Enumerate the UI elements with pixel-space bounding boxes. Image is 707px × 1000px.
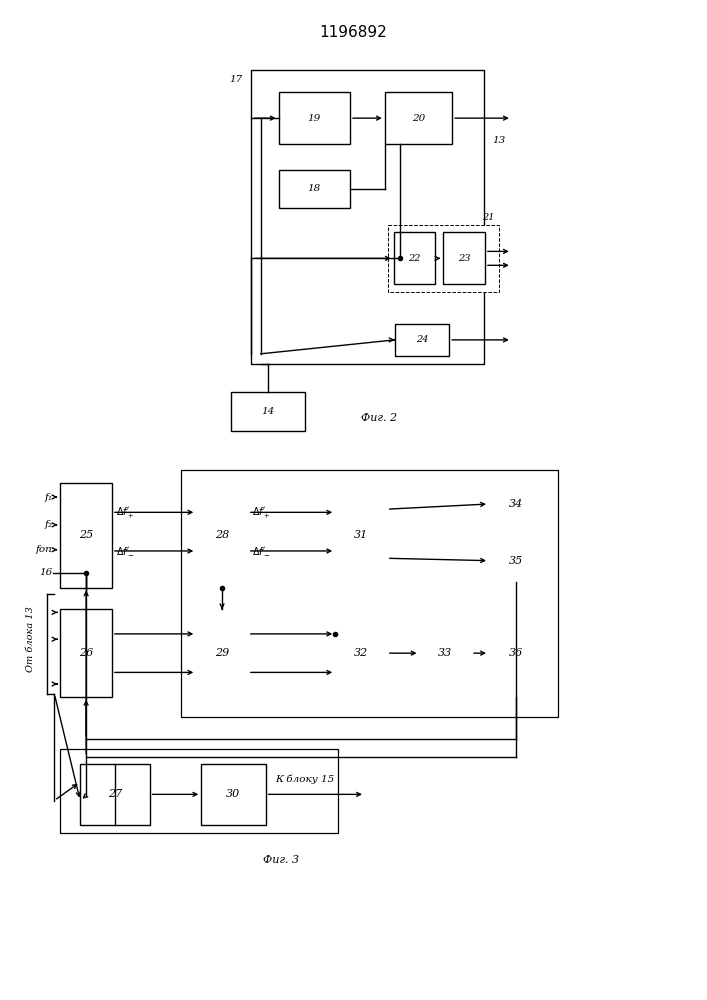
Bar (489, 609, 544, 697)
Text: 21: 21 (482, 213, 495, 222)
Bar (279, 92, 350, 144)
Bar (387, 225, 499, 292)
Bar (419, 609, 471, 697)
Bar (335, 483, 387, 588)
Text: 17: 17 (230, 75, 243, 84)
Text: 25: 25 (79, 530, 93, 540)
Text: Фиг. 2: Фиг. 2 (361, 413, 397, 423)
Text: 29: 29 (215, 648, 229, 658)
Text: 14: 14 (262, 407, 275, 416)
Text: 28: 28 (215, 530, 229, 540)
Text: 32: 32 (354, 648, 368, 658)
Text: 33: 33 (438, 648, 452, 658)
Bar (385, 92, 452, 144)
Text: 18: 18 (308, 184, 321, 193)
Text: 26: 26 (79, 648, 93, 658)
Text: 27: 27 (107, 789, 122, 799)
Text: 36: 36 (509, 648, 523, 658)
Bar (395, 324, 449, 356)
Text: 30: 30 (226, 789, 240, 799)
Bar (182, 470, 559, 717)
Text: $\Delta f_-^{\prime}$: $\Delta f_-^{\prime}$ (116, 545, 134, 556)
Bar (251, 70, 484, 364)
Text: Фиг. 3: Фиг. 3 (262, 855, 298, 865)
Bar (231, 392, 305, 431)
Text: К блоку 15: К блоку 15 (276, 775, 335, 784)
Bar (201, 764, 266, 825)
Text: 35: 35 (509, 556, 523, 566)
Bar (60, 609, 112, 697)
Text: fоп: fоп (35, 545, 52, 554)
Bar (60, 483, 112, 588)
Text: 20: 20 (412, 114, 425, 123)
Text: 34: 34 (509, 499, 523, 509)
Text: 16: 16 (39, 568, 52, 577)
Text: f₁: f₁ (45, 493, 52, 502)
Bar (279, 170, 350, 208)
Bar (443, 232, 485, 284)
Text: 19: 19 (308, 114, 321, 123)
Text: $\Delta f_+^{\prime}$: $\Delta f_+^{\prime}$ (116, 505, 134, 520)
Text: 22: 22 (408, 254, 421, 263)
Text: 23: 23 (458, 254, 470, 263)
Text: 13: 13 (492, 136, 506, 145)
Bar (197, 483, 248, 588)
Text: f₂: f₂ (45, 520, 52, 529)
Bar (335, 609, 387, 697)
Bar (489, 483, 544, 525)
Bar (60, 749, 338, 833)
Text: $\Delta f_+^{\prime}$: $\Delta f_+^{\prime}$ (252, 505, 270, 520)
Text: От блока 13: От блока 13 (26, 606, 35, 672)
Text: $\Delta f_-^{\prime}$: $\Delta f_-^{\prime}$ (252, 545, 270, 556)
Text: 24: 24 (416, 335, 428, 344)
Bar (394, 232, 436, 284)
Bar (489, 540, 544, 582)
Bar (80, 764, 150, 825)
Bar (197, 609, 248, 697)
Text: 1196892: 1196892 (319, 25, 387, 40)
Text: 31: 31 (354, 530, 368, 540)
